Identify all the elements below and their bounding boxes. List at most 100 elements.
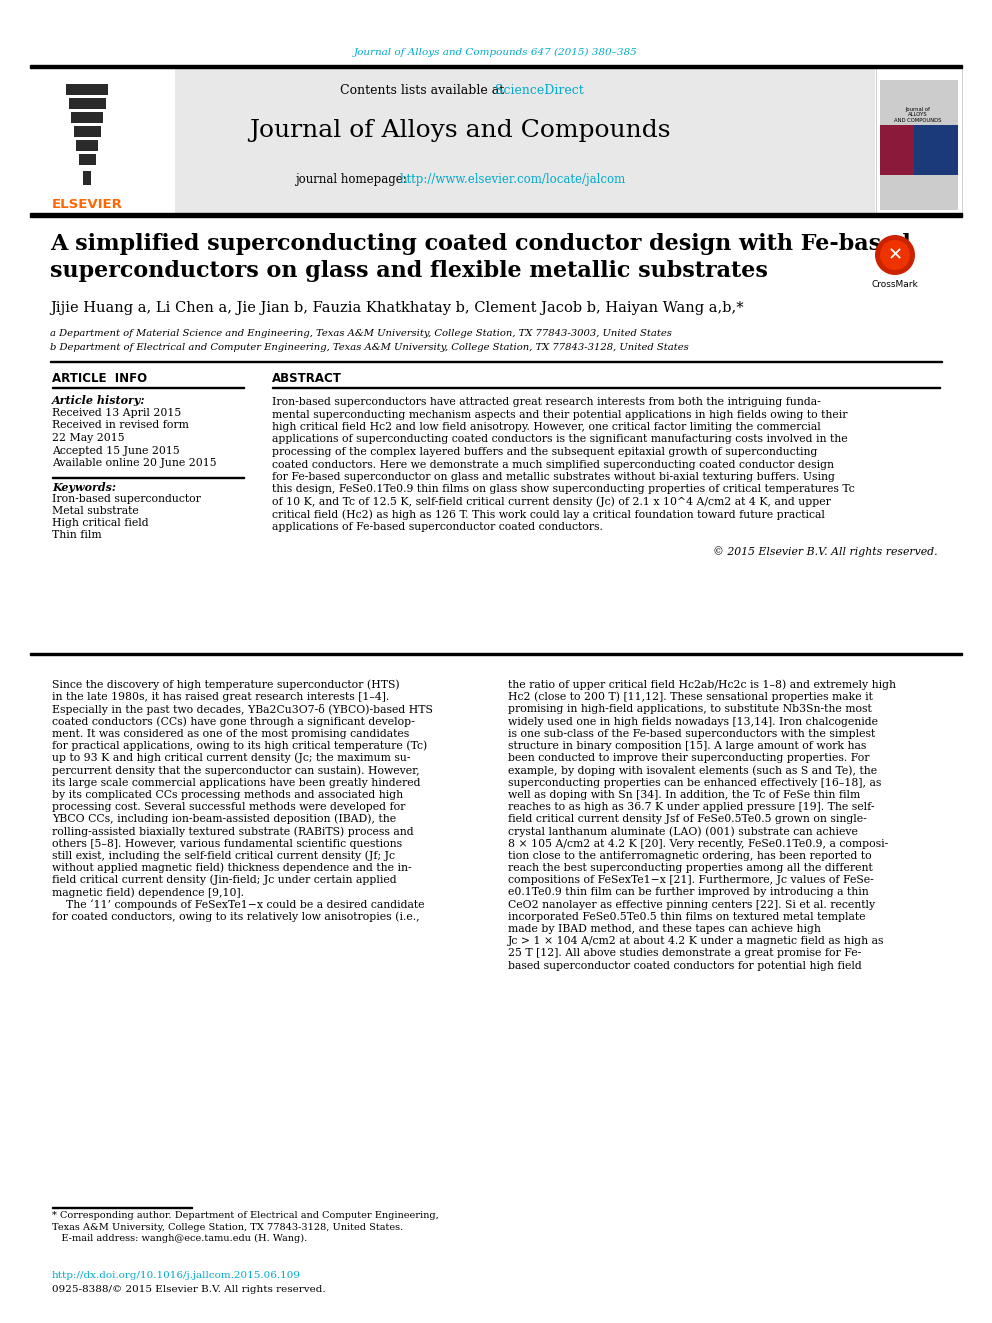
Bar — [83, 171, 91, 185]
Bar — [30, 213, 962, 217]
Text: 0925-8388/© 2015 Elsevier B.V. All rights reserved.: 0925-8388/© 2015 Elsevier B.V. All right… — [52, 1286, 325, 1294]
Text: Hc2 (close to 200 T) [11,12]. These sensational properties make it: Hc2 (close to 200 T) [11,12]. These sens… — [508, 692, 873, 703]
Text: rolling-assisted biaxially textured substrate (RABiTS) process and: rolling-assisted biaxially textured subs… — [52, 826, 414, 836]
Text: superconducting properties can be enhanced effectively [16–18], as: superconducting properties can be enhanc… — [508, 778, 881, 787]
Text: reaches to as high as 36.7 K under applied pressure [19]. The self-: reaches to as high as 36.7 K under appli… — [508, 802, 875, 812]
Text: A simplified superconducting coated conductor design with Fe-based: A simplified superconducting coated cond… — [50, 233, 911, 255]
Text: b Department of Electrical and Computer Engineering, Texas A&M University, Colle: b Department of Electrical and Computer … — [50, 343, 688, 352]
Bar — [880, 79, 958, 210]
Text: CrossMark: CrossMark — [872, 280, 919, 288]
Text: still exist, including the self-field critical current density (Jf; Jc: still exist, including the self-field cr… — [52, 851, 395, 861]
Text: for coated conductors, owing to its relatively low anisotropies (i.e.,: for coated conductors, owing to its rela… — [52, 912, 420, 922]
Text: ment. It was considered as one of the most promising candidates: ment. It was considered as one of the mo… — [52, 729, 410, 738]
Text: for Fe-based superconductor on glass and metallic substrates without bi-axial te: for Fe-based superconductor on glass and… — [272, 472, 835, 482]
Text: ELSEVIER: ELSEVIER — [52, 198, 122, 212]
Text: superconductors on glass and flexible metallic substrates: superconductors on glass and flexible me… — [50, 261, 768, 282]
Circle shape — [880, 239, 910, 270]
Text: 8 × 105 A/cm2 at 4.2 K [20]. Very recently, FeSe0.1Te0.9, a composi-: 8 × 105 A/cm2 at 4.2 K [20]. Very recent… — [508, 839, 888, 848]
Circle shape — [875, 235, 915, 275]
Bar — [76, 140, 98, 151]
Text: Journal of Alloys and Compounds 647 (2015) 380–385: Journal of Alloys and Compounds 647 (201… — [354, 48, 638, 57]
Text: widely used one in high fields nowadays [13,14]. Iron chalcogenide: widely used one in high fields nowadays … — [508, 717, 878, 726]
Text: example, by doping with isovalent elements (such as S and Te), the: example, by doping with isovalent elemen… — [508, 765, 877, 775]
Text: others [5–8]. However, various fundamental scientific questions: others [5–8]. However, various fundament… — [52, 839, 402, 848]
Text: based superconductor coated conductors for potential high field: based superconductor coated conductors f… — [508, 960, 862, 971]
Text: compositions of FeSexTe1−x [21]. Furthermore, Jc values of FeSe-: compositions of FeSexTe1−x [21]. Further… — [508, 876, 874, 885]
Text: Metal substrate: Metal substrate — [52, 507, 139, 516]
Text: coated conductors (CCs) have gone through a significant develop-: coated conductors (CCs) have gone throug… — [52, 716, 415, 726]
Text: YBCO CCs, including ion-beam-assisted deposition (IBAD), the: YBCO CCs, including ion-beam-assisted de… — [52, 814, 396, 824]
Bar — [79, 153, 96, 165]
Text: field critical current density Jsf of FeSe0.5Te0.5 grown on single-: field critical current density Jsf of Fe… — [508, 814, 867, 824]
Text: field critical current density (Jin-field; Jc under certain applied: field critical current density (Jin-fiel… — [52, 875, 397, 885]
Text: Received in revised form: Received in revised form — [52, 421, 188, 430]
Text: Keywords:: Keywords: — [52, 482, 116, 493]
Bar — [30, 67, 175, 216]
Text: of 10 K, and Tc of 12.5 K, self-field critical current density (Jc) of 2.1 x 10^: of 10 K, and Tc of 12.5 K, self-field cr… — [272, 496, 831, 507]
Text: well as doping with Sn [34]. In addition, the Tc of FeSe thin film: well as doping with Sn [34]. In addition… — [508, 790, 860, 800]
Bar — [71, 112, 103, 123]
Text: without applied magnetic field) thickness dependence and the in-: without applied magnetic field) thicknes… — [52, 863, 412, 873]
Text: made by IBAD method, and these tapes can achieve high: made by IBAD method, and these tapes can… — [508, 923, 820, 934]
Text: Since the discovery of high temperature superconductor (HTS): Since the discovery of high temperature … — [52, 680, 400, 691]
Bar — [30, 67, 875, 216]
Text: CeO2 nanolayer as effective pinning centers [22]. Si et al. recently: CeO2 nanolayer as effective pinning cent… — [508, 900, 875, 910]
Bar — [66, 83, 108, 95]
Bar — [30, 65, 962, 67]
Bar — [30, 654, 962, 655]
Text: http://www.elsevier.com/locate/jalcom: http://www.elsevier.com/locate/jalcom — [400, 173, 626, 187]
Text: E-mail address: wangh@ece.tamu.edu (H. Wang).: E-mail address: wangh@ece.tamu.edu (H. W… — [52, 1233, 308, 1242]
Text: ✕: ✕ — [888, 246, 903, 265]
Bar — [74, 126, 101, 138]
Text: percurrent density that the superconductor can sustain). However,: percurrent density that the superconduct… — [52, 765, 420, 775]
Text: crystal lanthanum aluminate (LAO) (001) substrate can achieve: crystal lanthanum aluminate (LAO) (001) … — [508, 826, 858, 836]
Text: ARTICLE  INFO: ARTICLE INFO — [52, 372, 147, 385]
Text: its large scale commercial applications have been greatly hindered: its large scale commercial applications … — [52, 778, 421, 787]
Text: magnetic field) dependence [9,10].: magnetic field) dependence [9,10]. — [52, 888, 244, 898]
Text: Journal of
ALLOYS
AND COMPOUNDS: Journal of ALLOYS AND COMPOUNDS — [894, 107, 941, 123]
Text: the ratio of upper critical field Hc2ab/Hc2c is 1–8) and extremely high: the ratio of upper critical field Hc2ab/… — [508, 680, 896, 691]
Text: Jc > 1 × 104 A/cm2 at about 4.2 K under a magnetic field as high as: Jc > 1 × 104 A/cm2 at about 4.2 K under … — [508, 937, 885, 946]
Text: mental superconducting mechanism aspects and their potential applications in hig: mental superconducting mechanism aspects… — [272, 410, 847, 419]
Text: journal homepage:: journal homepage: — [295, 173, 411, 187]
Text: processing of the complex layered buffers and the subsequent epitaxial growth of: processing of the complex layered buffer… — [272, 447, 817, 456]
Text: promising in high-field applications, to substitute Nb3Sn-the most: promising in high-field applications, to… — [508, 704, 872, 714]
Text: Accepted 15 June 2015: Accepted 15 June 2015 — [52, 446, 180, 455]
Text: up to 93 K and high critical current density (Jc; the maximum su-: up to 93 K and high critical current den… — [52, 753, 411, 763]
Text: Thin film: Thin film — [52, 531, 101, 541]
Text: Journal of Alloys and Compounds: Journal of Alloys and Compounds — [249, 119, 671, 142]
Text: Texas A&M University, College Station, TX 77843-3128, United States.: Texas A&M University, College Station, T… — [52, 1222, 404, 1232]
Text: reach the best superconducting properties among all the different: reach the best superconducting propertie… — [508, 863, 873, 873]
Text: Article history:: Article history: — [52, 394, 146, 406]
Text: Especially in the past two decades, YBa2Cu3O7-δ (YBCO)-based HTS: Especially in the past two decades, YBa2… — [52, 704, 433, 714]
Text: Contents lists available at: Contents lists available at — [340, 83, 508, 97]
Text: Received 13 April 2015: Received 13 April 2015 — [52, 407, 182, 418]
Text: 25 T [12]. All above studies demonstrate a great promise for Fe-: 25 T [12]. All above studies demonstrate… — [508, 949, 861, 958]
Text: e0.1Te0.9 thin film can be further improved by introducing a thin: e0.1Te0.9 thin film can be further impro… — [508, 888, 869, 897]
Text: is one sub-class of the Fe-based superconductors with the simplest: is one sub-class of the Fe-based superco… — [508, 729, 875, 738]
Bar — [69, 98, 106, 108]
Text: in the late 1980s, it has raised great research interests [1–4].: in the late 1980s, it has raised great r… — [52, 692, 389, 703]
Text: * Corresponding author. Department of Electrical and Computer Engineering,: * Corresponding author. Department of El… — [52, 1212, 438, 1221]
Text: The ‘11’ compounds of FeSexTe1−x could be a desired candidate: The ‘11’ compounds of FeSexTe1−x could b… — [52, 900, 425, 910]
Text: Iron-based superconductors have attracted great research interests from both the: Iron-based superconductors have attracte… — [272, 397, 820, 407]
Bar — [914, 124, 958, 175]
Text: tion close to the antiferromagnetic ordering, has been reported to: tion close to the antiferromagnetic orde… — [508, 851, 872, 861]
Text: incorporated FeSe0.5Te0.5 thin films on textured metal template: incorporated FeSe0.5Te0.5 thin films on … — [508, 912, 865, 922]
Text: processing cost. Several successful methods were developed for: processing cost. Several successful meth… — [52, 802, 406, 812]
Text: © 2015 Elsevier B.V. All rights reserved.: © 2015 Elsevier B.V. All rights reserved… — [713, 546, 938, 557]
Text: this design, FeSe0.1Te0.9 thin films on glass show superconducting properties of: this design, FeSe0.1Te0.9 thin films on … — [272, 484, 855, 495]
Text: been conducted to improve their superconducting properties. For: been conducted to improve their supercon… — [508, 753, 870, 763]
Text: ScienceDirect: ScienceDirect — [495, 83, 583, 97]
Text: structure in binary composition [15]. A large amount of work has: structure in binary composition [15]. A … — [508, 741, 866, 751]
Text: a Department of Material Science and Engineering, Texas A&M University, College : a Department of Material Science and Eng… — [50, 328, 672, 337]
Bar — [876, 67, 962, 216]
Text: coated conductors. Here we demonstrate a much simplified superconducting coated : coated conductors. Here we demonstrate a… — [272, 459, 834, 470]
Text: http://dx.doi.org/10.1016/j.jallcom.2015.06.109: http://dx.doi.org/10.1016/j.jallcom.2015… — [52, 1270, 301, 1279]
Text: Available online 20 June 2015: Available online 20 June 2015 — [52, 458, 216, 468]
Text: High critical field: High critical field — [52, 519, 149, 528]
Text: applications of Fe-based superconductor coated conductors.: applications of Fe-based superconductor … — [272, 523, 603, 532]
Text: 22 May 2015: 22 May 2015 — [52, 433, 125, 443]
Text: critical field (Hc2) as high as 126 T. This work could lay a critical foundation: critical field (Hc2) as high as 126 T. T… — [272, 509, 825, 520]
Text: for practical applications, owing to its high critical temperature (Tc): for practical applications, owing to its… — [52, 741, 428, 751]
